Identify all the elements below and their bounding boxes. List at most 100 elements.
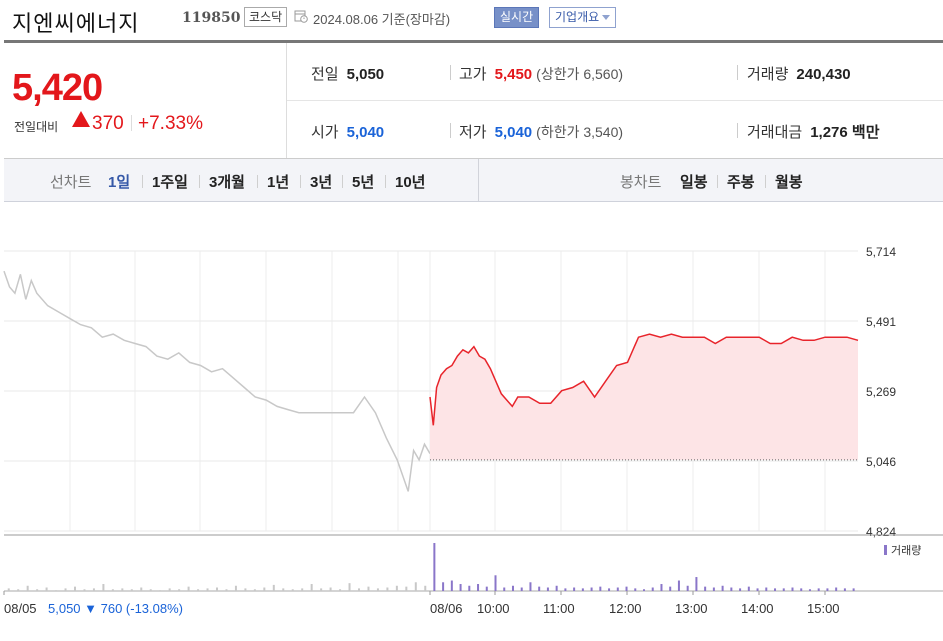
- volume-bar-today: [459, 584, 462, 591]
- y-tick-label: 5,269: [866, 385, 896, 399]
- volume-bar-prev-day: [291, 589, 294, 591]
- volume-bar-today: [835, 587, 838, 591]
- open-label: 시가: [311, 124, 339, 141]
- company-info-dropdown[interactable]: 기업개요: [549, 7, 617, 28]
- period-5y[interactable]: 5년: [352, 174, 375, 191]
- open-value: 5,040: [346, 124, 385, 141]
- volume-bar-prev-day: [376, 588, 379, 591]
- change-label: 전일대비: [14, 120, 59, 134]
- option-divider: [142, 175, 143, 188]
- series-line-today: [429, 333, 859, 426]
- amount-label: 거래대금: [747, 124, 803, 141]
- y-tick-label: 4,824: [866, 525, 896, 539]
- period-3m[interactable]: 3개월: [209, 174, 245, 191]
- volume-bar-today: [817, 588, 820, 591]
- x-tick-label: 08/05: [4, 601, 37, 616]
- as-of-date: 2024.08.06 기준(장마감): [313, 12, 451, 27]
- chart-type-bar: 선차트 1일 1주일 3개월 1년 3년 5년 10년 봉차트 일봉 주봉 월봉: [4, 159, 943, 202]
- volume-bar-today: [643, 589, 645, 591]
- series-area-today: [430, 334, 858, 460]
- volume-bar-prev-day: [149, 589, 152, 591]
- current-price-panel: 5,420 전일대비 370 +7.33%: [4, 43, 287, 158]
- volume-legend-swatch: [884, 545, 887, 555]
- stat-divider: [450, 123, 451, 138]
- up-triangle-icon: [72, 111, 90, 127]
- volume-bar-prev-day: [7, 588, 10, 591]
- volume-bar-today: [511, 585, 514, 591]
- amount-value: 1,276 백만: [810, 124, 880, 141]
- period-1w[interactable]: 1주일: [152, 174, 188, 191]
- volume-bar-prev-day: [310, 584, 313, 591]
- option-divider: [199, 175, 200, 188]
- option-divider: [300, 175, 301, 188]
- volume-bar-today: [756, 588, 759, 591]
- prev-day-summary: 5,050 ▼ 760 (-13.08%): [48, 601, 183, 616]
- volume-bar-today: [721, 585, 724, 591]
- volume-bar-today: [800, 588, 803, 591]
- volume-bar-prev-day: [83, 589, 86, 591]
- volume-bar-prev-day: [329, 587, 332, 591]
- option-divider: [342, 175, 343, 188]
- volume-bar-prev-day: [395, 585, 398, 591]
- price-stats: 전일 5,050 고가 5,450 (상한가 6,560) 거래량 240,430 시가…: [287, 43, 943, 158]
- period-1y[interactable]: 1년: [267, 174, 290, 191]
- volume-bar-today: [590, 587, 593, 591]
- volume-bar-today: [616, 587, 619, 591]
- company-info-label: 기업개요: [555, 10, 600, 24]
- volume-bar-today: [555, 585, 558, 591]
- volume-bar-prev-day: [216, 587, 218, 591]
- prev-close-value: 5,050: [346, 66, 385, 83]
- period-10y[interactable]: 10년: [395, 174, 426, 191]
- volume-bar-today: [843, 588, 846, 591]
- volume-bar-today: [782, 588, 785, 591]
- volume-bar-prev-day: [178, 589, 181, 591]
- volume-bar-prev-day: [121, 588, 124, 591]
- chart-type-divider: [478, 159, 479, 201]
- volume-bar-today: [660, 584, 663, 591]
- period-3y[interactable]: 3년: [310, 174, 333, 191]
- header-divider: [4, 40, 943, 43]
- x-tick-label: 08/06: [430, 601, 463, 616]
- stock-name: 지엔씨에너지: [12, 12, 140, 37]
- candle-weekly[interactable]: 주봉: [727, 174, 755, 191]
- x-tick-label: 14:00: [741, 601, 774, 616]
- volume-bar-prev-day: [339, 589, 342, 591]
- volume-bar-today: [538, 586, 541, 591]
- x-tick-label: 15:00: [807, 601, 840, 616]
- stat-divider: [737, 123, 738, 138]
- volume-bar-today: [450, 580, 453, 591]
- volume-bar-today: [651, 587, 654, 591]
- volume-bar-today: [546, 587, 549, 591]
- period-1d[interactable]: 1일: [108, 174, 131, 191]
- volume-bar-today: [599, 586, 602, 591]
- volume-bar-prev-day: [102, 584, 105, 591]
- volume-bar-prev-day: [263, 587, 266, 591]
- volume-bar-prev-day: [320, 588, 323, 591]
- volume-bar-today: [634, 588, 637, 591]
- change-amount: 370: [92, 113, 124, 134]
- stat-divider: [737, 65, 738, 80]
- volume-bar-today: [730, 587, 733, 591]
- candle-daily[interactable]: 일봉: [680, 174, 708, 191]
- volume-bar-today: [695, 577, 698, 591]
- candle-monthly[interactable]: 월봉: [775, 174, 803, 191]
- volume-bar-today: [826, 588, 829, 591]
- volume-bar-today: [581, 588, 584, 591]
- volume-bar-prev-day: [206, 588, 209, 591]
- stats-row-divider: [287, 100, 943, 101]
- option-divider: [717, 175, 718, 188]
- series-line-prev-day: [3, 270, 431, 492]
- volume-bar-today: [468, 585, 471, 591]
- open-price: 시가 5,040: [311, 121, 384, 142]
- volume-bar-today: [477, 584, 480, 591]
- high-label: 고가: [459, 66, 487, 83]
- lower-limit: (하한가 3,540): [536, 124, 624, 140]
- volume-bar-prev-day: [234, 585, 237, 591]
- price-chart[interactable]: 5,714 5,491 5,269 5,046 4,824 거래량 08/05 08/06 10…: [0, 201, 943, 641]
- volume-bar-today: [442, 582, 445, 591]
- stat-divider: [450, 65, 451, 80]
- volume-bar-today: [704, 586, 707, 591]
- realtime-button[interactable]: 실시간: [494, 7, 540, 28]
- volume-value: 240,430: [796, 66, 851, 83]
- volume-bar-today: [739, 588, 742, 591]
